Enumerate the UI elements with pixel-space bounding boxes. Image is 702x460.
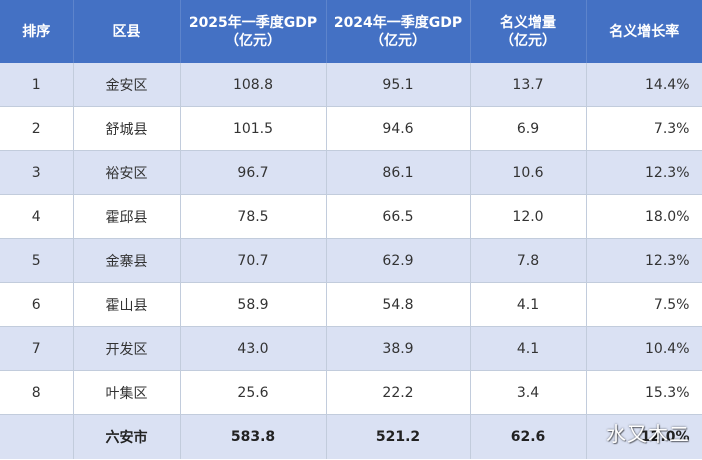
table-total-row: 六安市 583.8 521.2 62.6 12.0% [0, 414, 702, 459]
cell-increase: 12.0 [470, 194, 587, 239]
cell-rank: 3 [0, 150, 74, 195]
cell-rank: 6 [0, 282, 74, 327]
cell-increase: 3.4 [470, 370, 587, 415]
cell-district: 霍山县 [73, 282, 181, 327]
cell-gdp-2024: 95.1 [326, 63, 471, 107]
header-gdp-2024-line1: 2024年一季度GDP [333, 14, 463, 31]
cell-rank: 4 [0, 194, 74, 239]
header-nominal-increase-line1: 名义增量 [500, 14, 556, 31]
cell-district: 金安区 [73, 63, 181, 107]
cell-rank: 8 [0, 370, 74, 415]
cell-increase: 13.7 [470, 63, 587, 107]
cell-gdp-2024: 66.5 [326, 194, 471, 239]
cell-gdp-2024: 86.1 [326, 150, 471, 195]
cell-growth: 7.5% [586, 282, 702, 327]
cell-growth: 14.4% [586, 63, 702, 107]
cell-rank: 2 [0, 106, 74, 151]
header-nominal-growth: 名义增长率 [586, 0, 702, 63]
cell-gdp-2025: 78.5 [180, 194, 327, 239]
total-gdp-2025: 583.8 [180, 414, 327, 459]
table-row: 7 开发区 43.0 38.9 4.1 10.4% [0, 326, 702, 371]
total-rank [0, 414, 74, 459]
cell-rank: 7 [0, 326, 74, 371]
table-row: 5 金寨县 70.7 62.9 7.8 12.3% [0, 238, 702, 283]
table-header-row: 排序 区县 2025年一季度GDP （亿元） 2024年一季度GDP （亿元） … [0, 0, 702, 63]
table-row: 6 霍山县 58.9 54.8 4.1 7.5% [0, 282, 702, 327]
cell-gdp-2024: 38.9 [326, 326, 471, 371]
cell-increase: 4.1 [470, 282, 587, 327]
header-gdp-2024: 2024年一季度GDP （亿元） [326, 0, 471, 63]
cell-district: 开发区 [73, 326, 181, 371]
cell-increase: 6.9 [470, 106, 587, 151]
header-rank: 排序 [0, 0, 74, 63]
header-district: 区县 [73, 0, 181, 63]
cell-gdp-2024: 54.8 [326, 282, 471, 327]
cell-gdp-2025: 43.0 [180, 326, 327, 371]
cell-growth: 7.3% [586, 106, 702, 151]
cell-increase: 7.8 [470, 238, 587, 283]
header-gdp-2025-line1: 2025年一季度GDP [188, 14, 318, 31]
table-row: 3 裕安区 96.7 86.1 10.6 12.3% [0, 150, 702, 195]
cell-gdp-2024: 62.9 [326, 238, 471, 283]
cell-gdp-2025: 58.9 [180, 282, 327, 327]
total-gdp-2024: 521.2 [326, 414, 471, 459]
total-growth: 12.0% [586, 414, 702, 459]
header-nominal-increase: 名义增量 （亿元） [470, 0, 587, 63]
total-district: 六安市 [73, 414, 181, 459]
cell-rank: 1 [0, 63, 74, 107]
table-row: 8 叶集区 25.6 22.2 3.4 15.3% [0, 370, 702, 415]
cell-increase: 4.1 [470, 326, 587, 371]
cell-district: 叶集区 [73, 370, 181, 415]
cell-gdp-2024: 94.6 [326, 106, 471, 151]
cell-growth: 12.3% [586, 238, 702, 283]
cell-growth: 15.3% [586, 370, 702, 415]
table-row: 4 霍邱县 78.5 66.5 12.0 18.0% [0, 194, 702, 239]
cell-growth: 10.4% [586, 326, 702, 371]
table-row: 1 金安区 108.8 95.1 13.7 14.4% [0, 63, 702, 107]
cell-district: 舒城县 [73, 106, 181, 151]
header-gdp-2024-line2: （亿元） [370, 32, 426, 49]
cell-gdp-2025: 25.6 [180, 370, 327, 415]
cell-increase: 10.6 [470, 150, 587, 195]
cell-district: 裕安区 [73, 150, 181, 195]
cell-gdp-2025: 70.7 [180, 238, 327, 283]
cell-gdp-2024: 22.2 [326, 370, 471, 415]
cell-district: 霍邱县 [73, 194, 181, 239]
cell-rank: 5 [0, 238, 74, 283]
cell-growth: 12.3% [586, 150, 702, 195]
header-gdp-2025-line2: （亿元） [225, 32, 281, 49]
cell-gdp-2025: 101.5 [180, 106, 327, 151]
cell-gdp-2025: 108.8 [180, 63, 327, 107]
header-nominal-increase-line2: （亿元） [500, 32, 556, 49]
table-row: 2 舒城县 101.5 94.6 6.9 7.3% [0, 106, 702, 151]
cell-gdp-2025: 96.7 [180, 150, 327, 195]
cell-district: 金寨县 [73, 238, 181, 283]
header-gdp-2025: 2025年一季度GDP （亿元） [180, 0, 327, 63]
total-increase: 62.6 [470, 414, 587, 459]
cell-growth: 18.0% [586, 194, 702, 239]
